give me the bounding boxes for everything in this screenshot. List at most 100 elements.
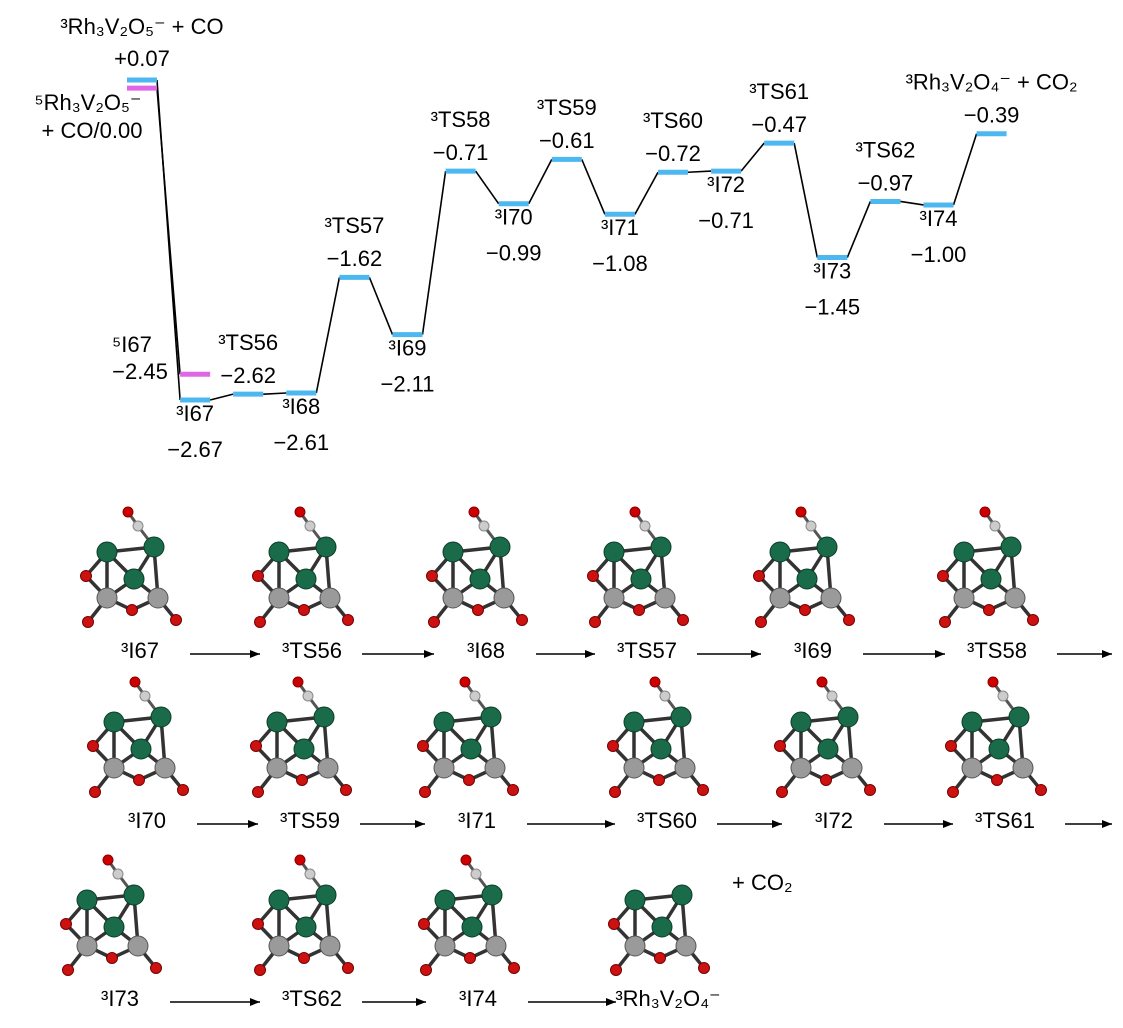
level-label: ³I67 [176, 401, 214, 426]
connector [210, 394, 233, 400]
atom-rh [624, 712, 644, 732]
arrow-head [751, 650, 761, 658]
atom-v [318, 758, 338, 778]
structure-label: ³I67 [121, 638, 159, 663]
structure [253, 507, 354, 628]
atom-v [97, 588, 117, 608]
atom-v [675, 758, 695, 778]
atom-o [61, 919, 72, 930]
structure [938, 507, 1039, 628]
atom-o [123, 507, 133, 517]
atom-c [140, 691, 150, 701]
atom-rh [296, 569, 316, 589]
atom-o [343, 615, 354, 626]
structure [251, 677, 352, 798]
structure-label: ³Rh₃V₂O₄⁻ [615, 986, 720, 1011]
structure-label: ³TS62 [282, 986, 342, 1011]
atom-o [461, 855, 471, 865]
atom-o [107, 953, 118, 964]
connector [794, 143, 817, 257]
value-label: −1.00 [911, 242, 967, 267]
structure-label: ³TS58 [967, 638, 1027, 663]
atom-o [865, 785, 876, 796]
atom-o [698, 785, 709, 796]
atom-o [678, 615, 689, 626]
value-label: −1.45 [804, 294, 860, 319]
arrow-head [248, 820, 258, 828]
atom-v [104, 758, 124, 778]
atom-o [508, 785, 519, 796]
atom-rh [604, 542, 624, 562]
value-label: −2.11 [380, 371, 434, 396]
structure-label: ³I69 [794, 638, 832, 663]
structure [88, 677, 189, 798]
arrow-head [943, 820, 953, 828]
atom-o [343, 963, 354, 974]
structure [61, 855, 162, 976]
structure [427, 507, 528, 628]
atom-rh [97, 542, 117, 562]
structure-label: ³TS60 [637, 808, 697, 833]
atom-o [63, 965, 74, 976]
atom-o [130, 677, 140, 687]
atom-rh [651, 739, 671, 759]
level-label: ⁵Rh₃V₂O₅⁻ [34, 90, 141, 115]
level-label: ³I70 [495, 205, 533, 230]
atom-rh [672, 885, 692, 905]
atom-o [650, 677, 660, 687]
structure [81, 507, 182, 628]
atom-c [305, 869, 315, 879]
connector [635, 172, 658, 214]
atom-rh [652, 917, 672, 937]
value-label: −0.99 [486, 241, 542, 266]
atom-c [113, 869, 123, 879]
structure-label: ³I74 [459, 986, 497, 1011]
atom-o [251, 741, 262, 752]
atom-o [295, 507, 305, 517]
arrow-head [424, 650, 434, 658]
value-label: + CO/0.00 [42, 118, 143, 143]
atom-rh [625, 890, 645, 910]
arrow-head [935, 650, 945, 658]
atom-v [485, 758, 505, 778]
connector [847, 201, 870, 257]
atom-rh [124, 885, 144, 905]
atom-o [464, 775, 475, 786]
atom-v [269, 588, 289, 608]
atom-rh [481, 707, 501, 727]
atom-o [255, 617, 266, 628]
atom-v [435, 936, 455, 956]
atom-o [127, 605, 138, 616]
atom-o [980, 507, 990, 517]
structure [419, 855, 520, 976]
atom-o [509, 963, 520, 974]
level-label: ³TS58 [431, 107, 491, 132]
atom-o [295, 855, 305, 865]
connector [741, 143, 764, 171]
atom-o [654, 775, 665, 786]
atom-o [984, 605, 995, 616]
structure-label: ³I70 [128, 808, 166, 833]
atom-o [421, 965, 432, 976]
atom-v [842, 758, 862, 778]
atom-o [992, 775, 1003, 786]
atom-rh [294, 739, 314, 759]
atom-v [148, 588, 168, 608]
value-label: −0.61 [539, 128, 595, 153]
atom-o [171, 615, 182, 626]
atom-v [1005, 588, 1025, 608]
level-label: ³I68 [282, 394, 320, 419]
atom-rh [470, 569, 490, 589]
atom-rh [461, 739, 481, 759]
atom-o [473, 605, 484, 616]
atom-v [676, 936, 696, 956]
atom-o [800, 605, 811, 616]
atom-rh [797, 569, 817, 589]
atom-v [770, 588, 790, 608]
atom-o [299, 953, 310, 964]
atom-rh [962, 712, 982, 732]
connector [954, 134, 977, 205]
level-label: ³I69 [389, 335, 427, 360]
atom-rh [838, 707, 858, 727]
figure: ³Rh₃V₂O₅⁻ + CO+0.07³I67−2.67³TS56−2.62³I… [0, 0, 1123, 1028]
